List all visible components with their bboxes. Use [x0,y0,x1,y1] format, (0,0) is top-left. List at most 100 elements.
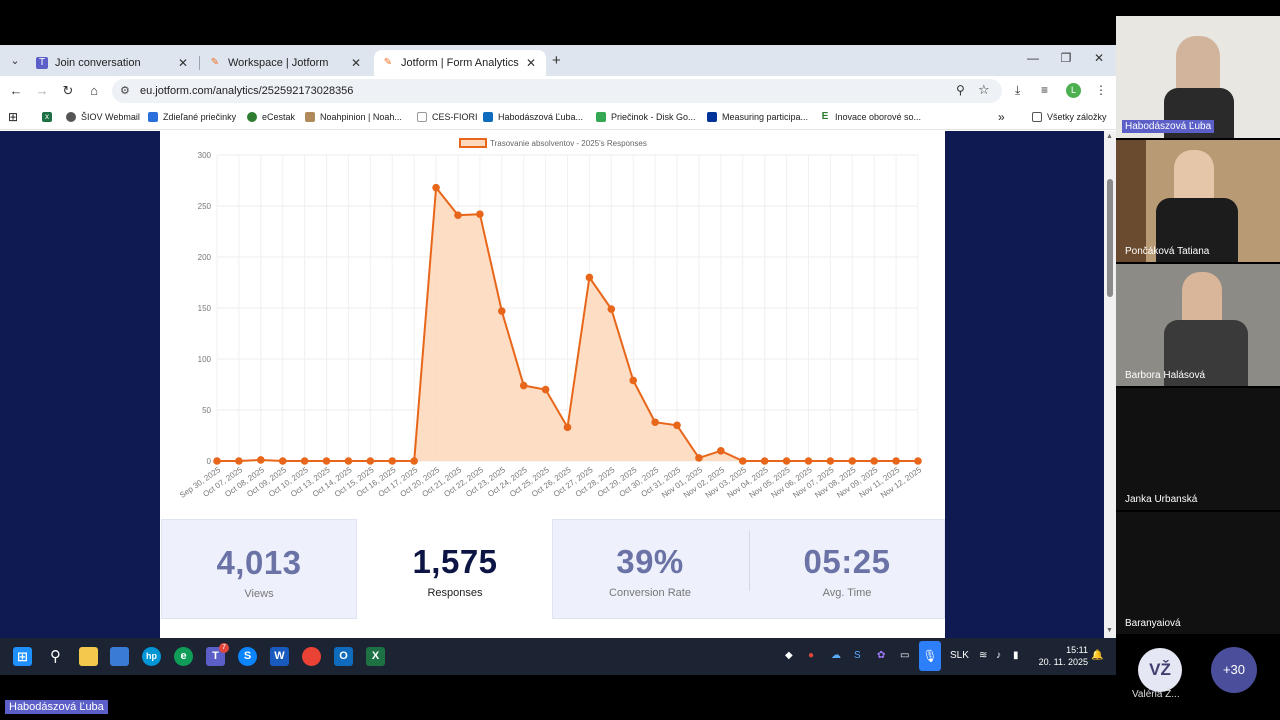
data-point[interactable] [651,418,659,427]
data-point[interactable] [782,457,791,465]
close-icon[interactable]: ✕ [350,56,362,70]
scroll-down-arrow-icon[interactable]: ▼ [1106,627,1113,634]
bookmark-ces-fiori[interactable]: CES-FIORI [417,112,478,122]
tab-workspace-jotform[interactable]: ✎ Workspace | Jotform ✕ [201,50,371,76]
data-point[interactable] [717,447,725,455]
data-point[interactable] [848,457,857,465]
onedrive-icon[interactable]: ☁ [831,650,841,661]
data-point[interactable] [738,457,747,465]
data-point[interactable] [476,210,484,218]
profile-avatar[interactable]: L [1066,83,1081,98]
store-icon[interactable] [110,647,129,666]
language-indicator[interactable]: SLK [950,650,969,661]
bookmark-inovace-oborove[interactable]: E Inovace oborové so... [820,112,921,122]
data-point[interactable] [519,381,528,390]
participant-avatar[interactable]: VŽ [1138,648,1182,692]
close-icon[interactable]: ✕ [177,56,189,70]
menu-dots-icon[interactable]: ⋮ [1095,83,1107,97]
teams-tray-icon[interactable]: ✿ [877,650,886,661]
data-point[interactable] [235,457,243,465]
data-point[interactable] [366,457,375,465]
data-point[interactable] [585,273,594,282]
data-point[interactable] [607,305,616,313]
back-arrow-icon[interactable]: ← [9,83,23,98]
windows-start-icon[interactable]: ⊞ [13,647,32,666]
bookmark-siov-webmail[interactable]: ŠIOV Webmail [66,112,140,122]
data-point[interactable] [388,457,397,465]
word-icon[interactable]: W [270,647,289,666]
bookmark-star-icon[interactable]: ☆ [978,82,990,97]
skype-icon[interactable]: S [238,647,257,666]
more-participants-button[interactable]: +30 [1211,647,1257,693]
wifi-icon[interactable]: ≋ [979,650,988,661]
tab-search-chevron-icon[interactable]: ⌄ [10,55,20,67]
download-icon[interactable]: ⤓ [1015,83,1021,97]
data-point[interactable] [760,457,769,465]
data-point[interactable] [432,183,440,192]
apps-grid-icon[interactable]: ⊞ [8,110,19,124]
search-icon[interactable]: ⚲ [50,648,61,665]
legend-swatch[interactable] [459,138,487,148]
data-point[interactable] [673,421,681,430]
bookmark-all-bookmarks[interactable]: Všetky záložky [1032,112,1107,122]
forward-arrow-icon[interactable]: → [35,83,49,98]
data-point[interactable] [410,457,418,465]
bookmark-habodaszova[interactable]: Habodászová Ľuba... [483,112,583,122]
zoom-magnifier-icon[interactable]: ⚲ [956,83,965,97]
data-point[interactable] [826,457,835,465]
bookmark-measuring-participation[interactable]: Measuring participa... [707,112,808,122]
hp-icon[interactable]: hp [142,647,161,666]
defender-icon[interactable]: ◆ [785,650,793,661]
battery-icon[interactable]: ▮ [1013,650,1019,661]
bookmark-excel[interactable]: x [42,112,57,122]
participant-tile[interactable]: Janka Urbanská [1116,388,1280,510]
data-point[interactable] [300,457,309,465]
participant-tile[interactable]: Baranyaiová [1116,512,1280,634]
window-close-icon[interactable]: ✕ [1093,51,1105,65]
scroll-up-arrow-icon[interactable]: ▲ [1106,133,1113,140]
file-explorer-icon[interactable] [79,647,98,666]
bookmark-zdielane-priecinky[interactable]: Zdieľané priečinky [148,112,236,122]
excel-taskbar-icon[interactable]: X [366,647,385,666]
data-point[interactable] [695,454,703,462]
more-bookmarks-icon[interactable]: » [998,110,1005,124]
restore-icon[interactable]: ❐ [1060,51,1072,65]
bookmark-noahpinion[interactable]: Noahpinion | Noah... [305,112,402,122]
site-info-icon[interactable]: ⚙ [120,85,130,97]
data-point[interactable] [344,457,353,465]
data-point[interactable] [454,211,462,219]
data-point[interactable] [804,457,813,465]
participant-tile[interactable]: Habodászová Ľuba [1116,16,1280,138]
data-point[interactable] [278,457,287,465]
skype-tray-icon[interactable]: S [854,650,861,661]
participant-tile[interactable]: Barbora Halásová [1116,264,1280,386]
bookmark-ecestak[interactable]: eCestak [247,112,295,122]
data-point[interactable] [870,457,878,465]
volume-icon[interactable]: ♪ [996,650,1001,661]
data-point[interactable] [629,376,638,385]
data-point[interactable] [914,457,922,465]
chrome-icon[interactable] [302,647,321,666]
tab-jotform-form-analytics[interactable]: ✎ Jotform | Form Analytics ✕ [374,50,546,76]
notification-bell-icon[interactable]: 🔔 [1091,650,1104,661]
media-control-icon[interactable]: ≡ [1041,83,1049,97]
participant-tile[interactable]: Pončáková Tatiana [1116,140,1280,262]
data-point[interactable] [541,385,550,394]
data-point[interactable] [257,456,265,464]
tray-app-icon[interactable]: ● [808,650,815,661]
page-scrollbar[interactable]: ▲ ▼ [1104,131,1116,638]
home-icon[interactable]: ⌂ [90,83,98,98]
data-point[interactable] [213,457,221,465]
outlook-taskbar-icon[interactable]: O [334,647,353,666]
data-point[interactable] [563,423,572,432]
reload-icon[interactable]: ↻ [62,83,74,98]
minimize-icon[interactable]: — [1027,51,1039,65]
address-bar[interactable]: ⚙ eu.jotform.com/analytics/2525921730283… [112,79,1002,103]
data-point[interactable] [322,457,331,465]
edge-icon[interactable]: e [174,647,193,666]
tab-join-conversation[interactable]: T Join conversation ✕ [28,50,198,76]
data-point[interactable] [497,307,506,315]
microphone-icon[interactable]: 🎙 [919,641,941,671]
display-icon[interactable]: ▭ [900,650,910,661]
scrollbar-thumb[interactable] [1107,179,1113,297]
